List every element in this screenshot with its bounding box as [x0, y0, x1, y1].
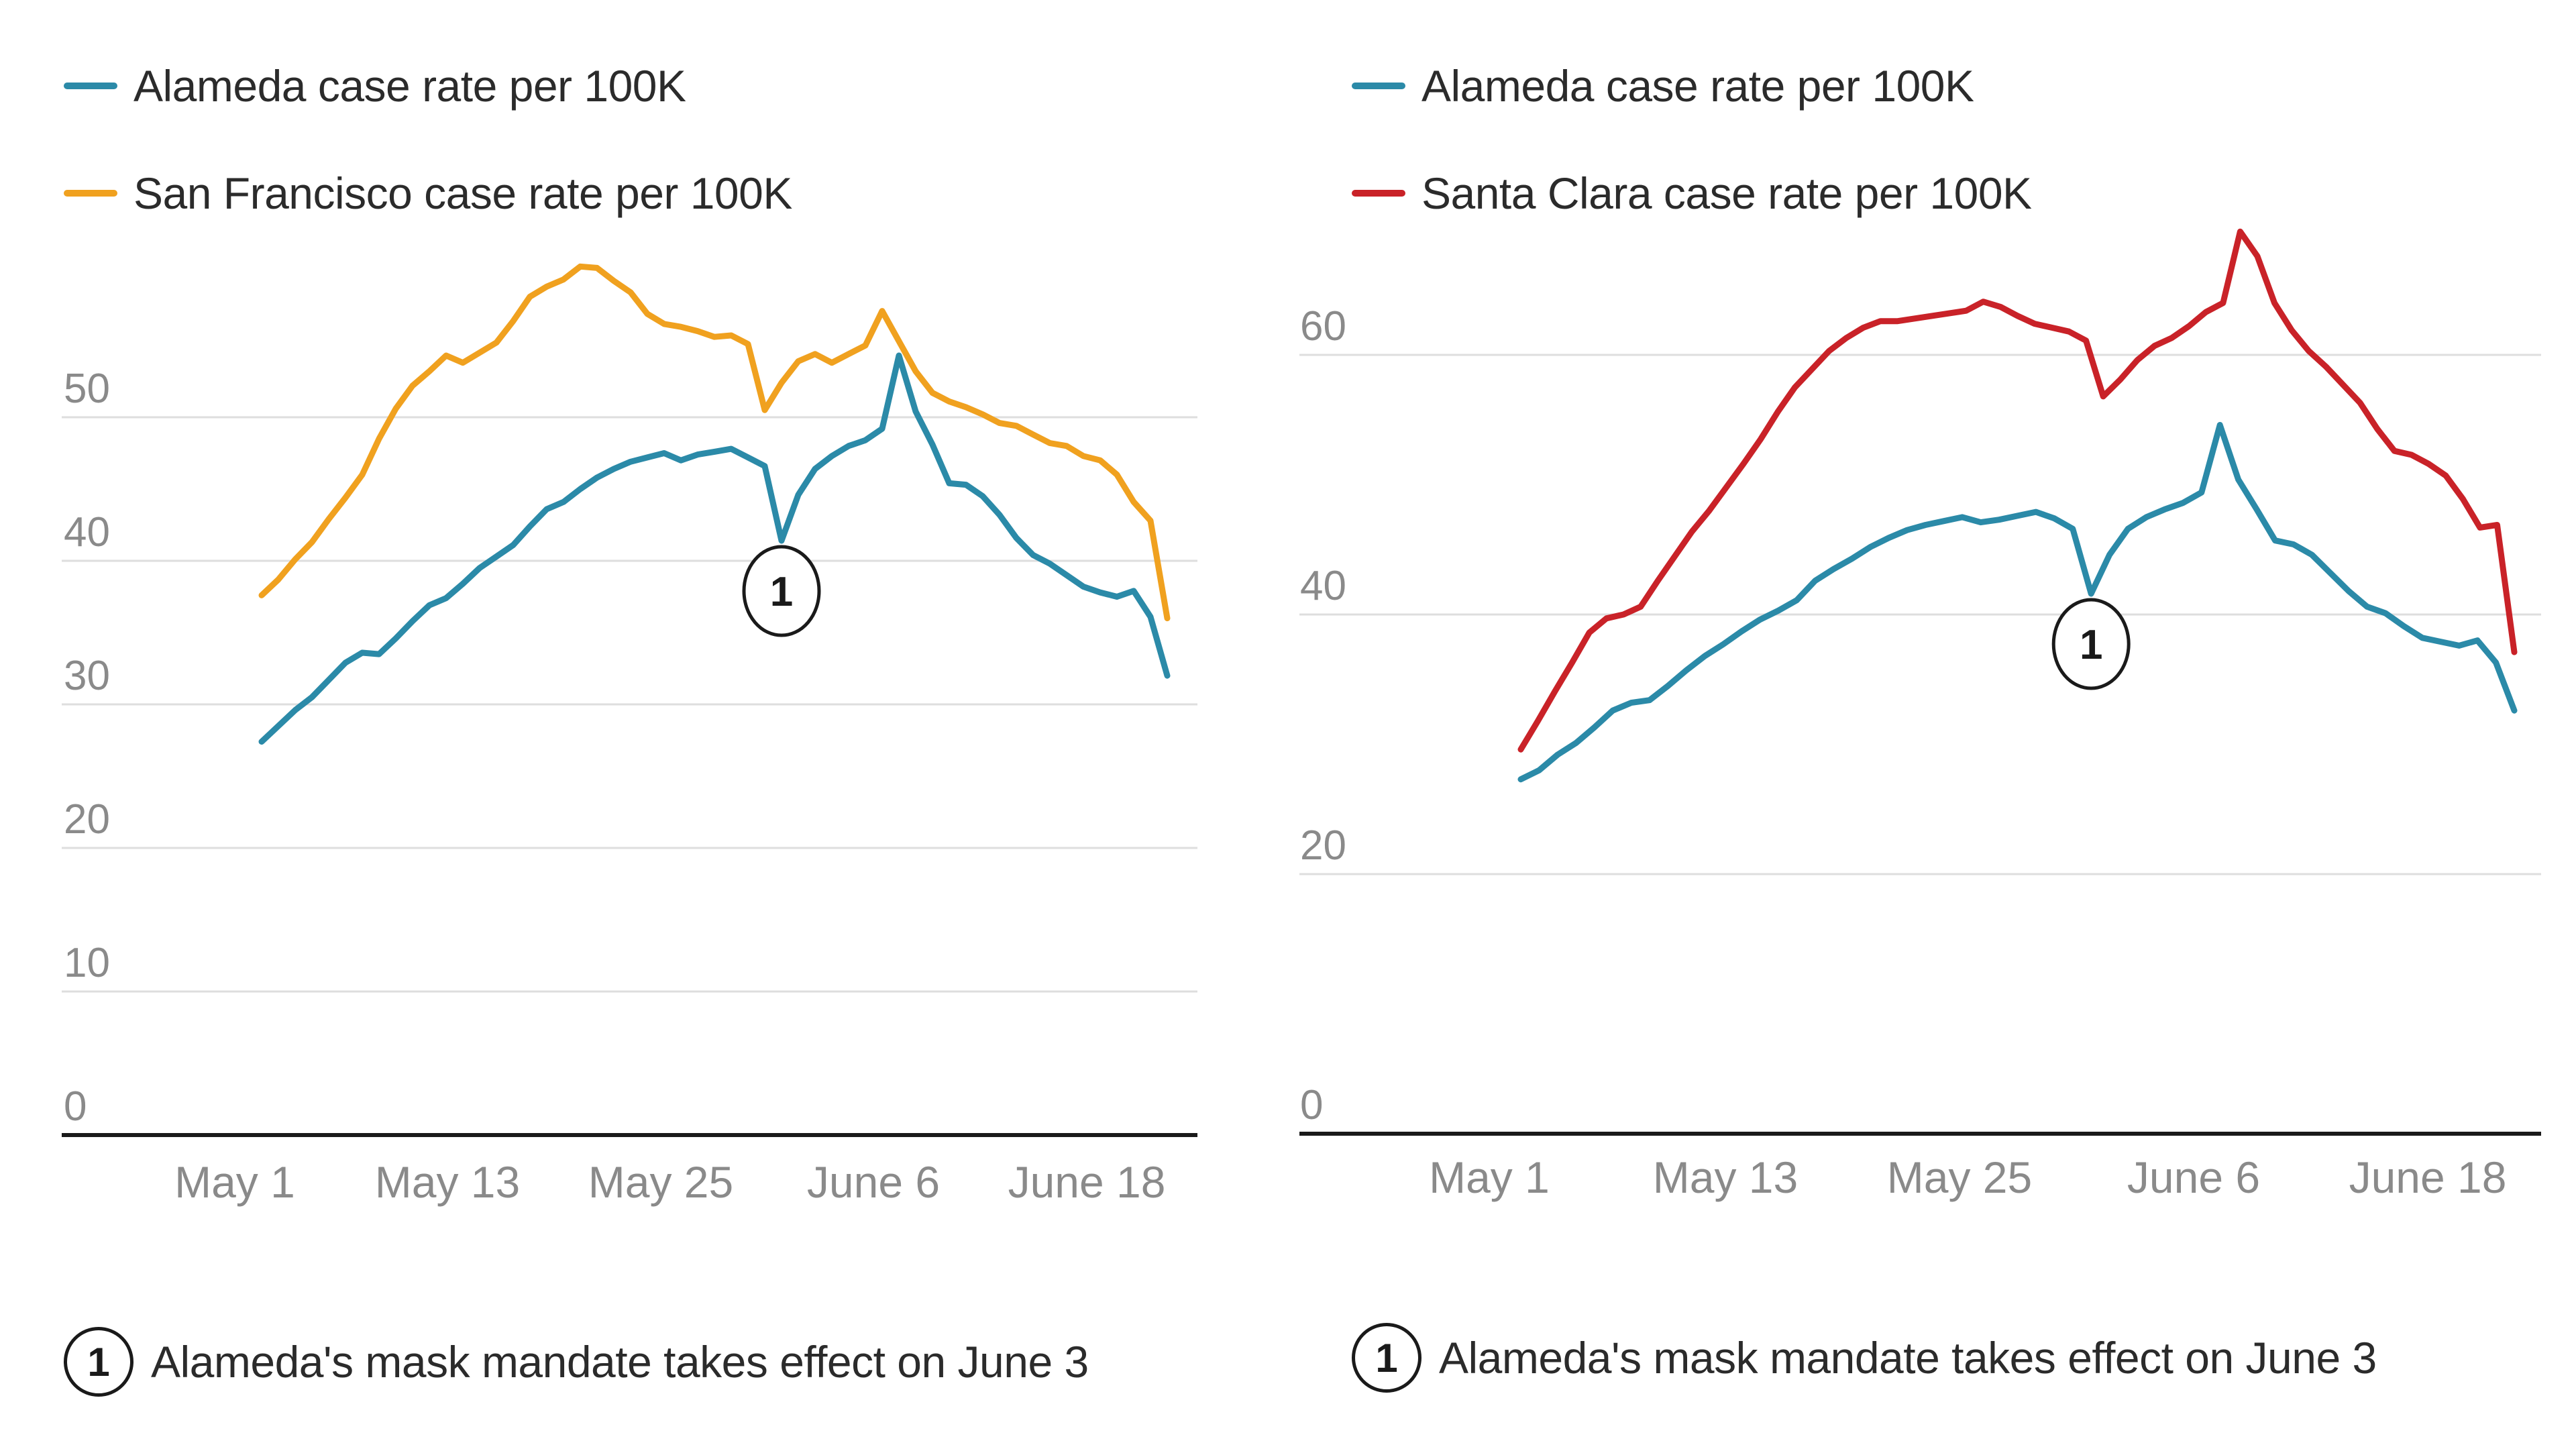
legend-label-san-francisco: San Francisco case rate per 100K	[133, 168, 792, 218]
legend-item-alameda: Alameda case rate per 100K	[1352, 32, 2032, 140]
annotation-marker-ellipse	[742, 545, 821, 637]
x-tick-label-may-1: May 1	[1429, 1152, 1550, 1202]
annotation-marker-ellipse	[2051, 598, 2131, 690]
x-tick-label-june-18: June 18	[2349, 1152, 2507, 1202]
legend-item-san-francisco: San Francisco case rate per 100K	[64, 140, 792, 247]
legend-swatch-san-francisco	[64, 190, 117, 197]
annotation-marker-1: 1	[2051, 598, 2131, 690]
legend-item-santa-clara: Santa Clara case rate per 100K	[1352, 140, 2032, 247]
y-tick-label-0: 0	[1300, 1082, 1323, 1128]
y-tick-label-40: 40	[1300, 563, 1346, 609]
annotation-marker-circle: 1	[64, 1327, 133, 1397]
y-tick-label-20: 20	[64, 796, 110, 843]
legend-label-santa-clara: Santa Clara case rate per 100K	[1421, 168, 2032, 218]
x-tick-label-june-6: June 6	[807, 1157, 940, 1207]
x-tick-label-may-25: May 25	[1887, 1152, 2032, 1202]
legend-swatch-alameda	[1352, 83, 1405, 89]
chart-panel-alameda-vs-santa-clara: Alameda case rate per 100K Santa Clara c…	[1288, 0, 2576, 1449]
y-tick-label-50: 50	[64, 366, 110, 412]
x-tick-label-june-18: June 18	[1008, 1157, 1166, 1207]
y-tick-label-10: 10	[64, 940, 110, 986]
y-tick-label-30: 30	[64, 653, 110, 699]
series-line-san-francisco-case-rate-per-100k	[258, 263, 1171, 622]
x-tick-label-may-1: May 1	[174, 1157, 295, 1207]
series-line-alameda-case-rate-per-100k	[258, 352, 1171, 745]
annotation-marker-label: 1	[770, 569, 793, 615]
x-tick-label-may-13: May 13	[1653, 1152, 1798, 1202]
line-chart-right: 0 20 40 60 May 1 May 13 May 25 June 6 June 18 1	[1299, 228, 2541, 1202]
annotation-note-text: Alameda's mask mandate takes effect on J…	[151, 1337, 1089, 1387]
legend-item-alameda: Alameda case rate per 100K	[64, 32, 792, 140]
y-tick-label-60: 60	[1300, 303, 1346, 350]
legend-label-alameda: Alameda case rate per 100K	[133, 61, 686, 111]
chart-panel-alameda-vs-san-francisco: Alameda case rate per 100K San Francisco…	[62, 32, 1197, 1397]
line-chart-left: 0 10 20 30 40 50 May 1 May 13 May 25 June 6 June 1…	[62, 263, 1197, 1207]
x-tick-label-may-13: May 13	[375, 1157, 520, 1207]
x-tick-label-june-6: June 6	[2127, 1152, 2260, 1202]
y-tick-label-0: 0	[64, 1083, 87, 1130]
y-tick-label-20: 20	[1300, 822, 1346, 869]
x-tick-label-may-25: May 25	[588, 1157, 733, 1207]
chart-legend: Alameda case rate per 100K Santa Clara c…	[1352, 32, 2032, 247]
legend-swatch-alameda	[64, 83, 117, 89]
annotation-note: 1 Alameda's mask mandate takes effect on…	[64, 1327, 1089, 1397]
annotation-note-text: Alameda's mask mandate takes effect on J…	[1439, 1333, 2377, 1383]
y-tick-label-40: 40	[64, 509, 110, 555]
annotation-marker-label: 1	[2080, 622, 2102, 668]
series-line-santa-clara-case-rate-per-100k	[1517, 228, 2518, 753]
annotation-marker-1: 1	[742, 545, 821, 637]
chart-legend: Alameda case rate per 100K San Francisco…	[64, 32, 792, 247]
legend-swatch-santa-clara	[1352, 190, 1405, 197]
legend-label-alameda: Alameda case rate per 100K	[1421, 61, 1974, 111]
series-line-alameda-case-rate-per-100k	[1517, 422, 2518, 783]
annotation-marker-circle: 1	[1352, 1323, 1421, 1393]
annotation-note: 1 Alameda's mask mandate takes effect on…	[1352, 1323, 2377, 1393]
